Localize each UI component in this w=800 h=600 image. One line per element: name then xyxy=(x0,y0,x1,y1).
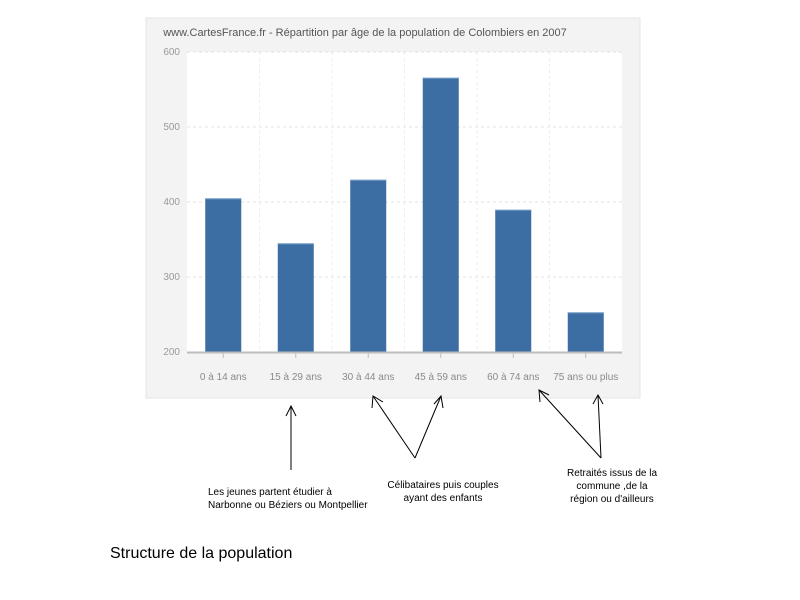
bar xyxy=(205,198,242,352)
annotation-retraites: Retraités issus de la commune ,de la rég… xyxy=(566,468,658,505)
bar xyxy=(495,209,532,352)
page-caption: Structure de la population xyxy=(110,545,293,562)
arrow-retraites-60-74 xyxy=(538,389,602,459)
y-tick-label: 600 xyxy=(163,47,180,58)
x-axis-ticks: 0 à 14 ans 15 à 29 ans 30 à 44 ans 45 à 59 … xyxy=(200,353,618,383)
x-tick-label: 60 à 74 ans xyxy=(487,372,539,383)
x-tick-label: 30 à 44 ans xyxy=(342,372,394,383)
bar xyxy=(422,77,459,352)
y-tick-label: 300 xyxy=(163,272,180,283)
chart-title: www.CartesFrance.fr - Répartition par âg… xyxy=(162,27,567,39)
annotation-jeunes: Les jeunes partent étudier à Narbonne ou… xyxy=(208,487,368,511)
y-axis-ticks: 200 300 400 500 600 xyxy=(163,47,180,358)
y-tick-label: 400 xyxy=(163,197,180,208)
bars xyxy=(205,77,604,352)
x-tick-label: 0 à 14 ans xyxy=(200,372,247,383)
bar xyxy=(277,243,314,352)
arrow-celibataires-30-44 xyxy=(371,395,416,459)
x-tick-label: 75 ans ou plus xyxy=(553,372,618,383)
bar xyxy=(350,179,387,352)
annotation-arrows xyxy=(285,389,604,470)
x-tick-label: 45 à 59 ans xyxy=(415,372,467,383)
grid xyxy=(187,51,622,352)
x-tick-label: 15 à 29 ans xyxy=(270,372,322,383)
y-tick-label: 500 xyxy=(163,122,180,133)
arrow-celibataires-45-59 xyxy=(414,394,444,459)
bar xyxy=(567,312,604,352)
y-tick-label: 200 xyxy=(163,347,180,358)
arrow-jeunes xyxy=(285,404,297,470)
annotation-celibataires: Célibataires puis couples ayant des enfa… xyxy=(387,480,499,504)
arrow-retraites-75 xyxy=(592,393,604,459)
